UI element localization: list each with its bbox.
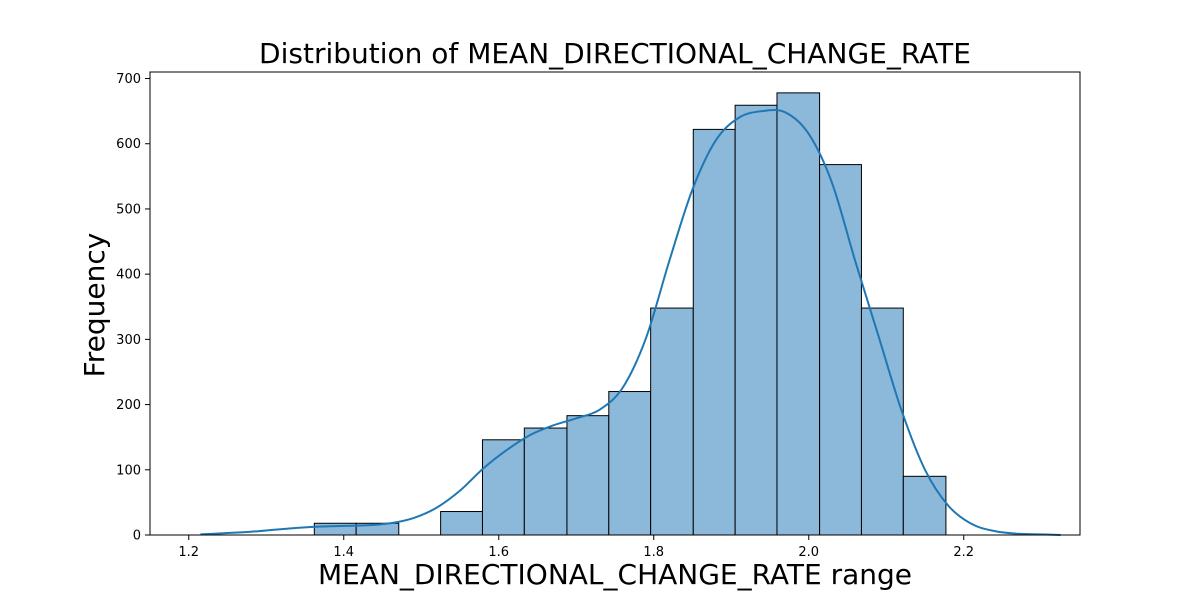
y-tick-label: 0	[133, 529, 141, 544]
y-axis-label: Frequency	[78, 233, 111, 378]
histogram-bar	[734, 104, 778, 536]
histogram-bar	[481, 439, 525, 536]
y-axis-ticks: 0 100 200 300 400 500 600 700	[116, 72, 150, 544]
x-tick-label: 1.6	[488, 545, 509, 560]
histogram-bars	[313, 92, 947, 536]
y-tick-label: 700	[116, 72, 141, 87]
x-tick-label: 2.0	[798, 545, 819, 560]
histogram-bar	[440, 511, 483, 536]
x-tick-label: 1.4	[333, 545, 354, 560]
x-tick-label: 2.2	[953, 545, 974, 560]
y-tick-label: 100	[116, 463, 141, 478]
y-tick-label: 400	[116, 268, 141, 283]
x-axis-label: MEAN_DIRECTIONAL_CHANGE_RATE range	[318, 558, 912, 591]
histogram-bar	[776, 92, 821, 536]
histogram-bar	[860, 307, 904, 536]
x-tick-label: 1.2	[178, 545, 199, 560]
histogram-bar	[608, 391, 652, 536]
y-tick-label: 300	[116, 333, 141, 348]
y-tick-label: 200	[116, 398, 141, 413]
histogram-bar	[650, 307, 694, 536]
kde-curve	[200, 109, 1061, 536]
x-tick-label: 1.8	[643, 545, 664, 560]
y-tick-label: 500	[116, 202, 141, 217]
histogram-bar	[523, 427, 568, 536]
x-axis-ticks: 1.2 1.4 1.6 1.8 2.0 2.2	[178, 535, 974, 560]
y-tick-label: 600	[116, 137, 141, 152]
histogram-bar	[566, 415, 610, 536]
histogram-bar	[692, 128, 736, 536]
histogram-bar	[902, 475, 947, 536]
chart-title: Distribution of MEAN_DIRECTIONAL_CHANGE_…	[259, 37, 971, 70]
kde-curve-group	[200, 109, 1061, 536]
plot-frame	[149, 71, 1081, 536]
histogram-bar	[819, 164, 862, 536]
